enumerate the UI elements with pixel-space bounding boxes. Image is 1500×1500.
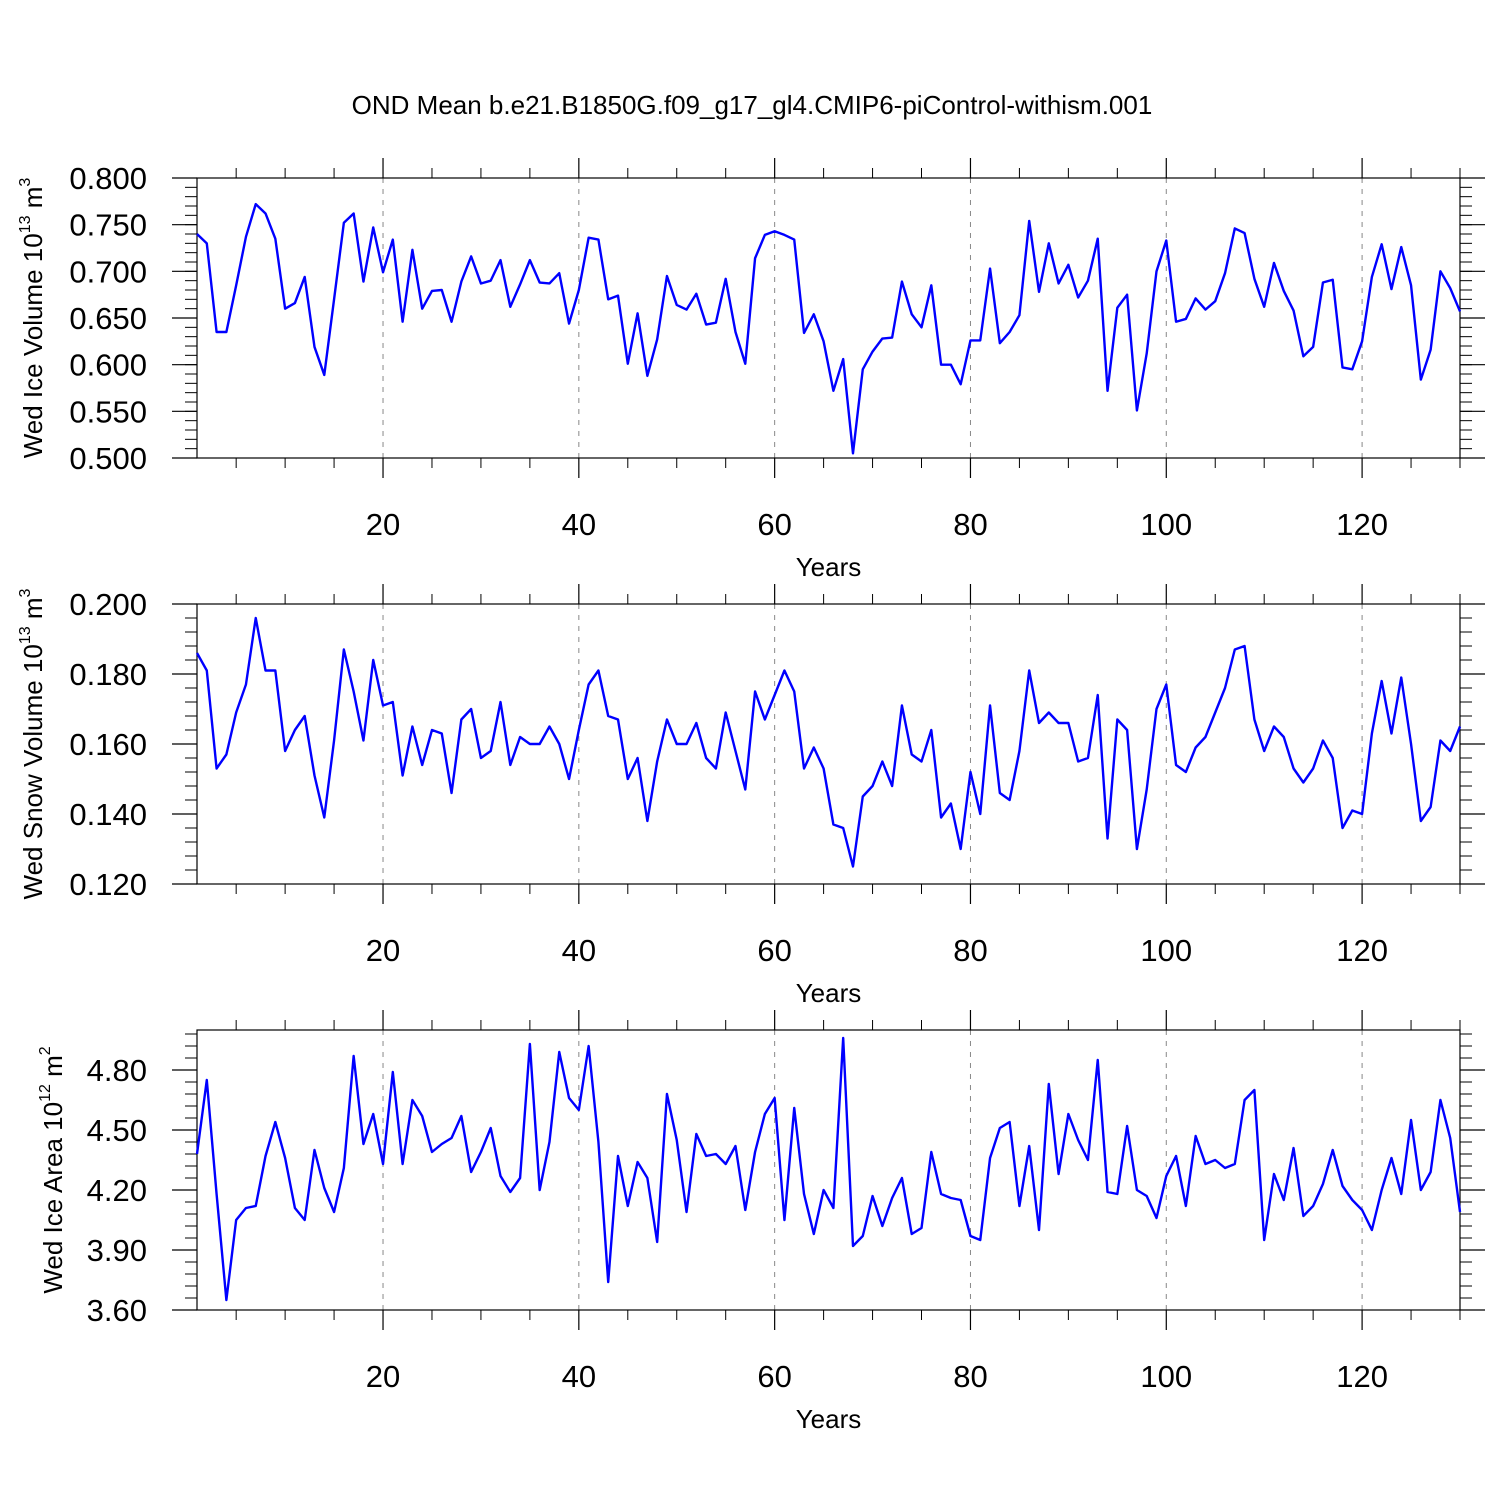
x-tick-label: 60 — [757, 933, 791, 968]
y-tick-label: 0.550 — [69, 394, 147, 429]
x-tick-label: 60 — [757, 1359, 791, 1394]
x-tick-label: 40 — [562, 933, 596, 968]
x-tick-label: 120 — [1336, 1359, 1388, 1394]
x-tick-label: 120 — [1336, 507, 1388, 542]
y-tick-label: 0.700 — [69, 254, 147, 289]
y-axis-title: Wed Snow Volume 1013 m3 — [17, 588, 48, 899]
y-axis-title: Wed Ice Area 1012 m2 — [37, 1046, 68, 1293]
x-tick-label: 20 — [366, 933, 400, 968]
plot-frame — [196, 603, 1461, 885]
y-tick-label: 4.80 — [87, 1053, 147, 1088]
y-tick-label: 0.650 — [69, 301, 147, 336]
series-line — [196, 202, 1462, 455]
y-tick-label: 3.90 — [87, 1233, 147, 1268]
y-axis-title: Wed Ice Volume 1013 m3 — [17, 178, 48, 459]
series-line — [195, 1036, 1462, 1302]
x-tick-label: 100 — [1140, 933, 1192, 968]
y-tick-label: 0.600 — [69, 348, 147, 383]
x-tick-label: 120 — [1336, 933, 1388, 968]
y-tick-label: 4.20 — [87, 1173, 147, 1208]
y-tick-label: 0.160 — [69, 727, 147, 762]
x-axis-title: Years — [796, 552, 862, 582]
x-tick-label: 60 — [757, 507, 791, 542]
x-tick-label: 100 — [1140, 1359, 1192, 1394]
y-tick-label: 0.500 — [69, 441, 147, 476]
y-tick-label: 0.140 — [69, 797, 147, 832]
y-tick-label: 0.200 — [69, 587, 147, 622]
y-tick-label: 0.750 — [69, 208, 147, 243]
y-tick-label: 0.120 — [69, 867, 147, 902]
x-tick-label: 20 — [366, 1359, 400, 1394]
x-tick-label: 20 — [366, 507, 400, 542]
plot-frame — [196, 177, 1461, 459]
x-tick-label: 80 — [953, 507, 987, 542]
panel-3: 20 40 60 80 100 120 3.60 3.90 4.20 4.50 4.80 Years W… — [37, 1010, 1485, 1434]
panel-2: 20 40 60 80 100 120 0.120 0.140 0.160 0.180 0.200 Y… — [17, 584, 1485, 1008]
y-tick-label: 0.800 — [69, 161, 147, 196]
x-tick-label: 100 — [1140, 507, 1192, 542]
series-line — [195, 616, 1462, 868]
y-tick-label: 0.180 — [69, 657, 147, 692]
y-tick-label: 4.50 — [87, 1113, 147, 1148]
x-tick-label: 40 — [562, 507, 596, 542]
figure-title: OND Mean b.e21.B1850G.f09_g17_gl4.CMIP6-… — [352, 90, 1153, 120]
y-tick-label: 3.60 — [87, 1293, 147, 1328]
panel-1: 20 40 60 80 100 120 0.500 0.550 0.600 0.650 0.700 0… — [17, 158, 1485, 582]
plot-frame — [196, 1029, 1461, 1311]
x-tick-label: 80 — [953, 933, 987, 968]
x-axis-title: Years — [796, 978, 862, 1008]
x-tick-label: 80 — [953, 1359, 987, 1394]
x-tick-label: 40 — [562, 1359, 596, 1394]
x-axis-title: Years — [796, 1404, 862, 1434]
